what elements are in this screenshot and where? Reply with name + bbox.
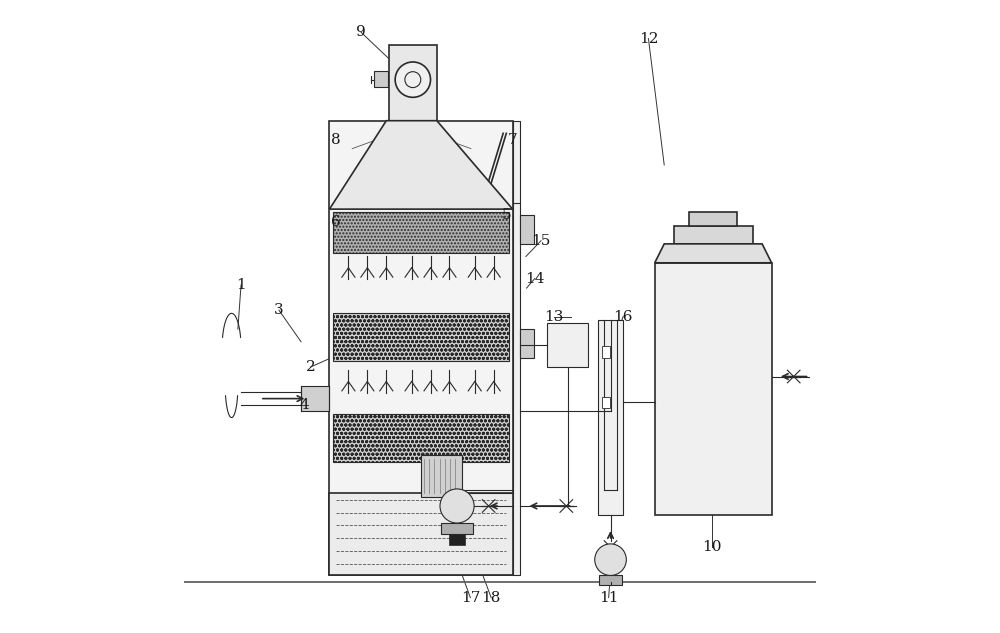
Bar [689,212,737,226]
Bar [602,346,610,358]
Bar [547,323,588,367]
Text: 5: 5 [502,208,511,222]
Text: 13: 13 [544,310,563,323]
Text: 7: 7 [508,133,517,147]
Text: 18: 18 [481,591,501,605]
Text: 17: 17 [461,591,480,605]
Bar [329,493,513,575]
Text: 3: 3 [274,303,284,317]
Polygon shape [655,244,772,263]
Text: 6: 6 [331,215,341,229]
Bar [389,45,437,121]
Text: 15: 15 [531,234,551,248]
Polygon shape [329,121,513,209]
Text: 4: 4 [299,398,309,412]
Bar [421,456,462,496]
Bar [520,215,534,244]
Bar [329,121,513,575]
Bar [602,397,610,408]
Bar [599,575,622,585]
Circle shape [595,544,626,575]
Bar [441,523,473,534]
Text: 1: 1 [236,278,246,292]
Bar [655,263,772,515]
Text: 8: 8 [331,133,341,147]
Bar [674,226,753,244]
Bar [520,329,534,358]
Text: 9: 9 [356,25,366,39]
Text: 14: 14 [525,272,544,285]
Bar [333,415,509,461]
Bar [513,121,520,575]
Text: 16: 16 [613,310,633,323]
Bar [449,534,465,545]
Bar [598,320,623,515]
Bar [301,386,329,411]
Text: 10: 10 [702,540,721,554]
Text: 12: 12 [639,32,658,46]
Circle shape [440,489,474,523]
Circle shape [395,62,431,97]
Text: 2: 2 [306,360,315,374]
Bar [374,72,388,87]
Bar [333,313,509,361]
Text: 11: 11 [599,591,618,605]
Bar [333,212,509,253]
